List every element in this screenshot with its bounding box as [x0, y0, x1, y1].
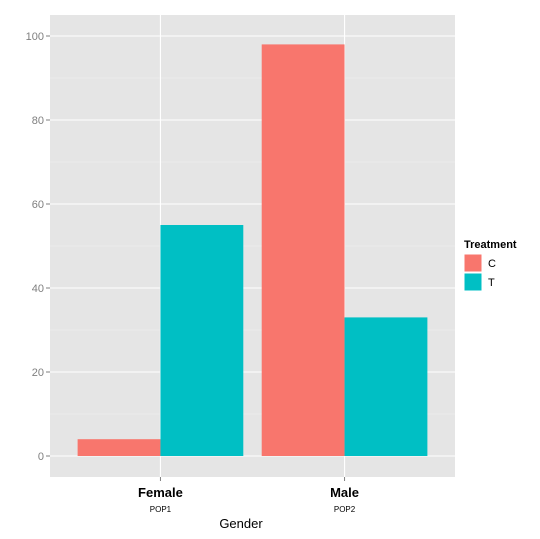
y-tick-label: 60 — [32, 199, 44, 211]
legend-label-c: C — [488, 258, 496, 270]
bars-group — [77, 44, 428, 457]
x-tick-sublabel: POP1 — [150, 505, 172, 514]
y-tick-label: 20 — [32, 367, 44, 379]
legend-title: Treatment — [464, 239, 517, 251]
y-axis: 0 20 40 60 80 100 — [26, 31, 50, 463]
y-tick-label: 100 — [26, 31, 44, 43]
x-tick-label: Female — [138, 485, 183, 500]
x-tick-label: Male — [330, 485, 359, 500]
legend: Treatment CT — [463, 239, 517, 292]
legend-label-t: T — [488, 277, 495, 289]
x-axis: Female POP1 Male POP2 — [138, 477, 359, 514]
y-tick-label: 0 — [38, 451, 44, 463]
bar-male-t — [344, 317, 428, 456]
bar-female-t — [160, 225, 244, 456]
legend-key-c — [463, 253, 483, 273]
x-tick-sublabel: POP2 — [334, 505, 356, 514]
x-axis-title: Gender — [219, 516, 263, 531]
y-tick-label: 40 — [32, 283, 44, 295]
legend-key-t — [463, 272, 483, 292]
bar-female-c — [77, 439, 161, 456]
bar-male-c — [261, 44, 345, 457]
y-tick-label: 80 — [32, 115, 44, 127]
